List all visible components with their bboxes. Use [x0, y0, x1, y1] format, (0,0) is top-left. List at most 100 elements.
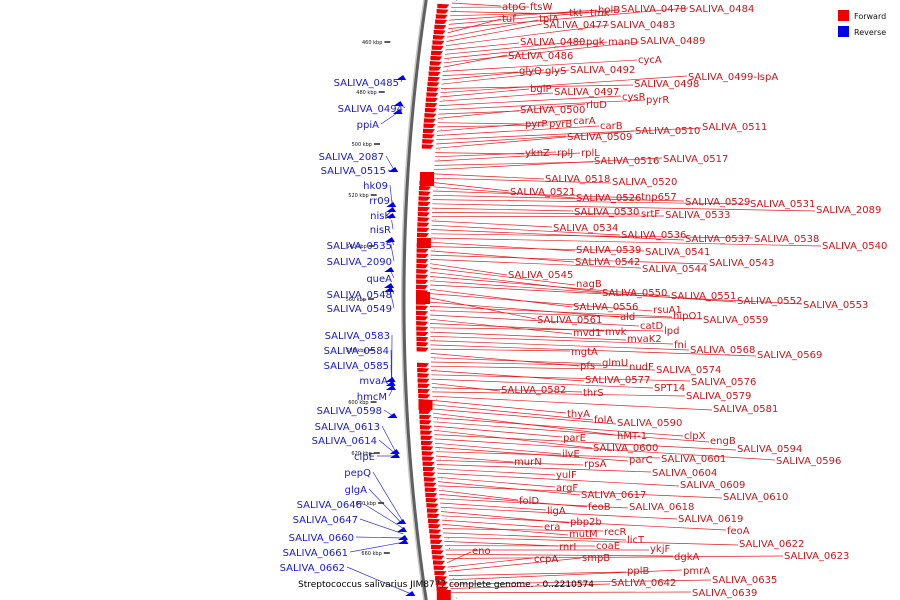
reverse-feature: [393, 101, 404, 106]
forward-leader-line: [432, 207, 574, 212]
forward-feature: [416, 341, 429, 347]
forward-gene-label: SALIVA_0574: [656, 365, 721, 376]
forward-feature: [425, 97, 438, 102]
forward-leader-line: [431, 229, 685, 241]
reverse-feature: [386, 202, 397, 207]
reverse-labels: SALIVA_0485 SALIVA_0494 ppiA SALIVA_2087 SAL…: [280, 78, 403, 574]
forward-feature: [433, 29, 446, 35]
forward-leader-line: [431, 224, 621, 236]
forward-feature: [416, 269, 429, 274]
forward-leader-line: [432, 400, 567, 414]
forward-gene-label: SALIVA_0553: [803, 300, 868, 311]
tick-label: 580 kbp: [346, 348, 366, 354]
reverse-leader-line: [346, 566, 412, 595]
forward-leader-line: [430, 348, 571, 352]
forward-leader-line: [437, 476, 556, 488]
reverse-feature: [389, 449, 400, 454]
forward-feature: [418, 201, 431, 206]
forward-feature: [417, 362, 429, 368]
forward-gene-label: SALIVA_0539: [576, 245, 641, 256]
forward-gene-label: rluD: [586, 100, 607, 111]
reverse-gene-label: queA: [366, 274, 392, 285]
forward-leader-line: [432, 194, 685, 202]
forward-leader-line: [430, 335, 674, 345]
reverse-feature: [386, 207, 396, 212]
forward-gene-label: SALIVA_0618: [629, 502, 694, 513]
forward-gene-label: SALIVA_0534: [553, 223, 618, 234]
forward-gene-label: pyrR: [646, 95, 669, 106]
forward-leader-line: [431, 233, 754, 239]
forward-gene-label: SALIVA_0543: [709, 258, 774, 269]
legend-reverse-label: Reverse: [854, 28, 886, 37]
forward-leader-line: [430, 353, 580, 367]
tick-label: 660 kbp: [361, 551, 381, 557]
forward-leader-line: [429, 293, 653, 312]
forward-gene-label: ykjF: [650, 544, 670, 555]
forward-gene-label: pmrA: [683, 566, 710, 577]
forward-leader-line: [432, 190, 641, 199]
forward-feature: [416, 331, 429, 336]
forward-leader-line: [429, 310, 703, 320]
forward-leader-line: [447, 18, 502, 34]
tick-label: 480 kbp: [356, 90, 376, 96]
forward-leader-line: [430, 259, 642, 269]
forward-feature: [417, 378, 430, 383]
forward-gene-label: SALIVA_0538: [754, 234, 819, 245]
forward-gene-label: tmk: [590, 8, 610, 19]
forward-feature: [418, 191, 431, 196]
forward-leader-line: [430, 254, 709, 265]
forward-feature: [429, 61, 442, 66]
reverse-gene-label: SALIVA_0515: [321, 166, 386, 177]
forward-gene-label: SALIVA_0639: [692, 588, 757, 599]
forward-feature: [428, 71, 441, 76]
tick-label: 600 kbp: [348, 400, 368, 406]
reverse-feature: [396, 75, 407, 80]
forward-gene-label: SALIVA_0510: [635, 126, 700, 137]
reverse-feature: [385, 381, 396, 386]
forward-gene-label: SALIVA_0623: [784, 551, 849, 562]
forward-gene-label: SALIVA_0492: [570, 65, 635, 76]
reverse-feature: [384, 283, 394, 288]
forward-gene-label: rsuA1: [653, 305, 682, 316]
forward-gene-label: SALIVA_0529: [685, 197, 750, 208]
reverse-feature: [398, 535, 408, 540]
forward-feature-track: [416, 3, 451, 600]
forward-feature: [419, 185, 432, 191]
forward-leader-line: [430, 284, 803, 305]
forward-feature: [421, 451, 434, 456]
reverse-gene-label: SALIVA_0583: [325, 331, 390, 342]
forward-feature: [420, 435, 433, 440]
forward-gene-label: SALIVA_0559: [703, 315, 768, 326]
forward-gene-label: eno: [472, 546, 491, 557]
forward-gene-label: SALIVA_0489: [640, 36, 705, 47]
forward-feature: [426, 503, 439, 508]
forward-leader-line: [439, 498, 629, 509]
forward-feature: [416, 258, 429, 264]
forward-feature: [424, 113, 437, 118]
forward-gene-label: SALIVA_0604: [652, 468, 717, 479]
forward-feature: [428, 76, 441, 82]
forward-feature: [434, 570, 447, 576]
forward-leader-line: [440, 84, 634, 89]
forward-gene-label: hipO1: [673, 311, 703, 322]
reverse-leader-line: [368, 488, 403, 525]
forward-feature: [433, 565, 446, 570]
forward-feature: [425, 102, 438, 108]
forward-gene-label: yulF: [556, 470, 577, 481]
forward-gene-label: SALIVA_0551: [671, 291, 736, 302]
forward-leader-line: [449, 11, 590, 17]
forward-gene-label: cycA: [638, 55, 662, 66]
forward-gene-label: atpG: [502, 2, 526, 13]
forward-leader-line: [434, 434, 737, 451]
forward-gene-label: glyQ: [519, 66, 542, 77]
forward-feature: [424, 482, 437, 487]
reverse-feature: [397, 527, 407, 532]
forward-leader-line: [434, 157, 663, 171]
forward-gene-label: tnp657: [641, 192, 677, 203]
forward-gene-label: carB: [600, 121, 623, 132]
forward-feature: [417, 383, 430, 388]
forward-leader-line: [440, 506, 678, 520]
forward-feature-block: [436, 590, 451, 600]
forward-gene-label: manD: [608, 37, 638, 48]
forward-leader-line: [433, 417, 684, 437]
